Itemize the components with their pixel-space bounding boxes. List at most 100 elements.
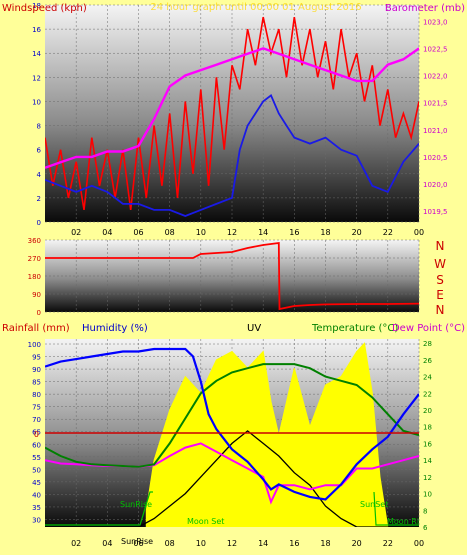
compass-e: E	[436, 288, 444, 302]
y-tick-label: 65	[32, 429, 41, 437]
sunset-marker	[373, 491, 419, 526]
y-tick-label: 80	[32, 391, 41, 399]
sunrise-marker	[45, 491, 153, 526]
x-tick-label: 10	[196, 228, 206, 237]
x-tick-label: 16	[289, 539, 299, 548]
y-tick-label: 30	[32, 516, 41, 524]
wind-direction-panel: 0 90 180 270 360 N W S E N	[28, 237, 446, 317]
y-tick-label: 18	[32, 2, 41, 10]
x-tick-label: 14	[258, 228, 268, 237]
y-tick-label: 1021,5	[423, 100, 448, 108]
y-tick-label: 100	[28, 341, 41, 349]
uv-axis-label: UV	[247, 323, 261, 334]
rainfall-zero-label: 0	[34, 430, 39, 439]
y-tick-label: 85	[32, 379, 41, 387]
y-tick-label: 90	[32, 366, 41, 374]
x-tick-label: 04	[102, 539, 112, 548]
windspeed-axis-label: Windspeed (kph)	[2, 3, 87, 14]
y-tick-label: 55	[32, 454, 41, 462]
x-tick-label: 22	[383, 228, 393, 237]
x-tick-label: 14	[258, 539, 268, 548]
wind-series	[45, 16, 419, 217]
x-tick-label: 02	[71, 539, 81, 548]
y-tick-label: 90	[32, 291, 41, 299]
x-tick-label: 02	[71, 228, 81, 237]
direction-series	[45, 241, 419, 311]
y-tick-label: 75	[32, 404, 41, 412]
direction-axes: 0 90 180 270 360	[28, 237, 41, 317]
x-tick-label: 00	[414, 539, 424, 548]
y-tick-label: 70	[32, 416, 41, 424]
x-tick-label: 20	[352, 228, 362, 237]
y-tick-label: 40	[32, 491, 41, 499]
moonrise-label: Moon Rise	[387, 517, 428, 526]
x-tick-label: 16	[289, 228, 299, 237]
y-tick-label: 180	[28, 273, 41, 281]
sun-moon-markers: SunRise SunSet Moon Set Moon Rise	[45, 491, 428, 526]
y-tick-label: 0	[37, 309, 41, 317]
y-tick-label: 2	[37, 195, 41, 203]
temperature-axis-label: Temperature (°C)	[311, 323, 398, 334]
wind-axes: 02 04 06 08 10 12 14 16 18 20 22 000246810121416181…	[32, 2, 447, 237]
moonset-label: Moon Set	[187, 517, 224, 526]
x-tick-label: 12	[227, 228, 237, 237]
humidity-axis-label: Humidity (%)	[82, 323, 148, 334]
y-tick-label: 50	[32, 466, 41, 474]
wind-direction-line	[45, 241, 419, 311]
barometer-line	[45, 47, 419, 169]
sunrise-label: SunRise	[120, 500, 152, 509]
y-tick-label: 14	[423, 457, 432, 465]
y-tick-label: 28	[423, 340, 432, 348]
direction-grid	[45, 239, 420, 313]
x-tick-label: 18	[320, 539, 330, 548]
temp-humidity-panel: Rainfall (mm) Humidity (%) UV Temperatur…	[2, 323, 465, 548]
y-tick-label: 270	[28, 255, 41, 263]
y-tick-label: 16	[423, 440, 432, 448]
compass-n-bottom: N	[436, 303, 445, 317]
y-tick-label: 12	[423, 474, 432, 482]
compass-n-top: N	[436, 239, 445, 253]
y-tick-label: 8	[37, 123, 41, 131]
temp-series	[45, 342, 419, 527]
y-tick-label: 24	[423, 374, 432, 382]
y-tick-label: 10	[32, 98, 41, 106]
x-tick-label: 22	[383, 539, 393, 548]
y-tick-label: 360	[28, 237, 41, 245]
y-tick-label: 16	[32, 26, 41, 34]
x-tick-label: 20	[352, 539, 362, 548]
y-tick-label: 18	[423, 424, 432, 432]
x-tick-label: 10	[196, 539, 206, 548]
compass-labels: N W S E N	[434, 239, 446, 317]
compass-s: S	[436, 273, 444, 287]
dewpoint-axis-label: Dew Point (°C)	[392, 323, 465, 334]
y-tick-label: 45	[32, 479, 41, 487]
y-tick-label: 35	[32, 504, 41, 512]
y-tick-label: 14	[32, 50, 41, 58]
y-tick-label: 60	[32, 441, 41, 449]
y-tick-label: 4	[37, 171, 42, 179]
x-tick-label: 04	[102, 228, 112, 237]
sunrise-bottom-label: SunRise	[121, 537, 153, 546]
y-tick-label: 8	[423, 507, 427, 515]
y-tick-label: 1020,0	[423, 181, 448, 189]
y-tick-label: 1019,5	[423, 208, 448, 216]
x-tick-label: 18	[320, 228, 330, 237]
temp-axes: 02 04 06 08 10 12 14 16 18 20 22 003035404550556065…	[28, 340, 433, 548]
x-tick-label: 08	[165, 539, 175, 548]
x-tick-label: 06	[133, 539, 143, 548]
humidity-line	[45, 347, 419, 501]
sunset-label: SunSet	[360, 500, 388, 509]
wind-baro-panel: 02 04 06 08 10 12 14 16 18 20 22 000246810121416181…	[2, 2, 465, 237]
y-tick-label: 26	[423, 357, 432, 365]
y-tick-label: 95	[32, 354, 41, 362]
y-tick-label: 10	[423, 491, 432, 499]
y-tick-label: 1022,5	[423, 45, 448, 53]
wind-gust-line	[45, 16, 419, 211]
wind-avg-line	[45, 93, 419, 217]
compass-w: W	[434, 257, 446, 271]
x-tick-label: 00	[414, 228, 424, 237]
y-tick-label: 22	[423, 390, 432, 398]
y-tick-label: 1021,0	[423, 127, 448, 135]
barometer-axis-label: Barometer (mb)	[385, 3, 465, 14]
y-tick-label: 20	[423, 407, 432, 415]
